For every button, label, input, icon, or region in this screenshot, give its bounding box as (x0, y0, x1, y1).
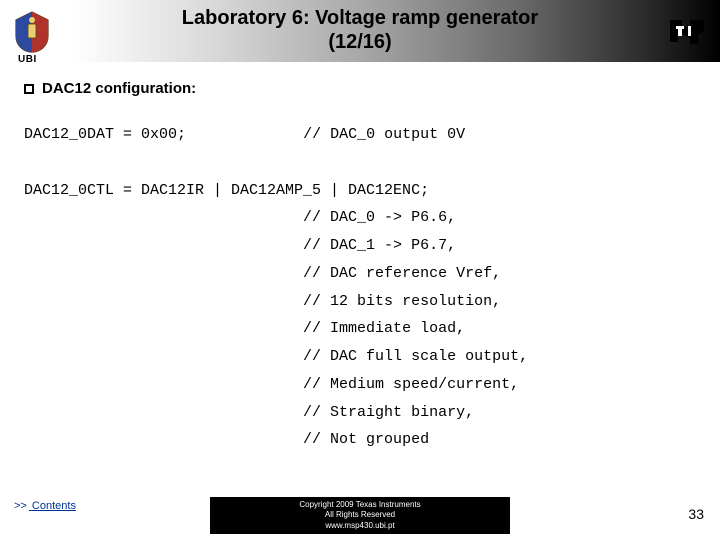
copyright-line-3: www.msp430.ubi.pt (210, 521, 510, 531)
section-heading: DAC12 configuration: (24, 80, 696, 97)
code-comment-3: // DAC reference Vref, (303, 265, 501, 282)
slide-footer: >> Contents Copyright 2009 Texas Instrum… (0, 492, 720, 540)
slide-content: DAC12 configuration: DAC12_0DAT = 0x00; … (0, 62, 720, 454)
arrows-icon: >> (14, 500, 27, 512)
page-number: 33 (688, 506, 704, 522)
ti-logo-icon (666, 14, 710, 50)
copyright-line-1: Copyright 2009 Texas Instruments (210, 500, 510, 510)
code-comment-6: // DAC full scale output, (303, 348, 528, 365)
code-line-1-right: // DAC_0 output 0V (303, 126, 465, 143)
copyright-bar: Copyright 2009 Texas Instruments All Rig… (210, 497, 510, 534)
contents-link-label: Contents (32, 500, 76, 512)
code-comment-5: // Immediate load, (303, 320, 465, 337)
code-comment-9: // Not grouped (303, 431, 429, 448)
section-heading-text: DAC12 configuration: (42, 80, 196, 97)
copyright-line-2: All Rights Reserved (210, 510, 510, 520)
slide-header: UBI Laboratory 6: Voltage ramp generator… (0, 0, 720, 62)
code-line-3: DAC12_0CTL = DAC12IR | DAC12AMP_5 | DAC1… (24, 182, 429, 199)
bullet-icon (24, 84, 34, 94)
code-line-1-left: DAC12_0DAT = 0x00; (24, 126, 186, 143)
slide-title: Laboratory 6: Voltage ramp generator (12… (0, 6, 720, 54)
code-comment-1: // DAC_0 -> P6.6, (303, 209, 456, 226)
code-comment-2: // DAC_1 -> P6.7, (303, 237, 456, 254)
code-comment-8: // Straight binary, (303, 404, 474, 421)
code-comment-7: // Medium speed/current, (303, 376, 519, 393)
contents-link[interactable]: >> Contents (14, 500, 76, 512)
code-block: DAC12_0DAT = 0x00; // DAC_0 output 0V DA… (24, 121, 696, 454)
code-comment-4: // 12 bits resolution, (303, 293, 501, 310)
title-line-2: (12/16) (328, 31, 391, 53)
title-line-1: Laboratory 6: Voltage ramp generator (182, 7, 538, 29)
ubi-label: UBI (18, 54, 37, 65)
